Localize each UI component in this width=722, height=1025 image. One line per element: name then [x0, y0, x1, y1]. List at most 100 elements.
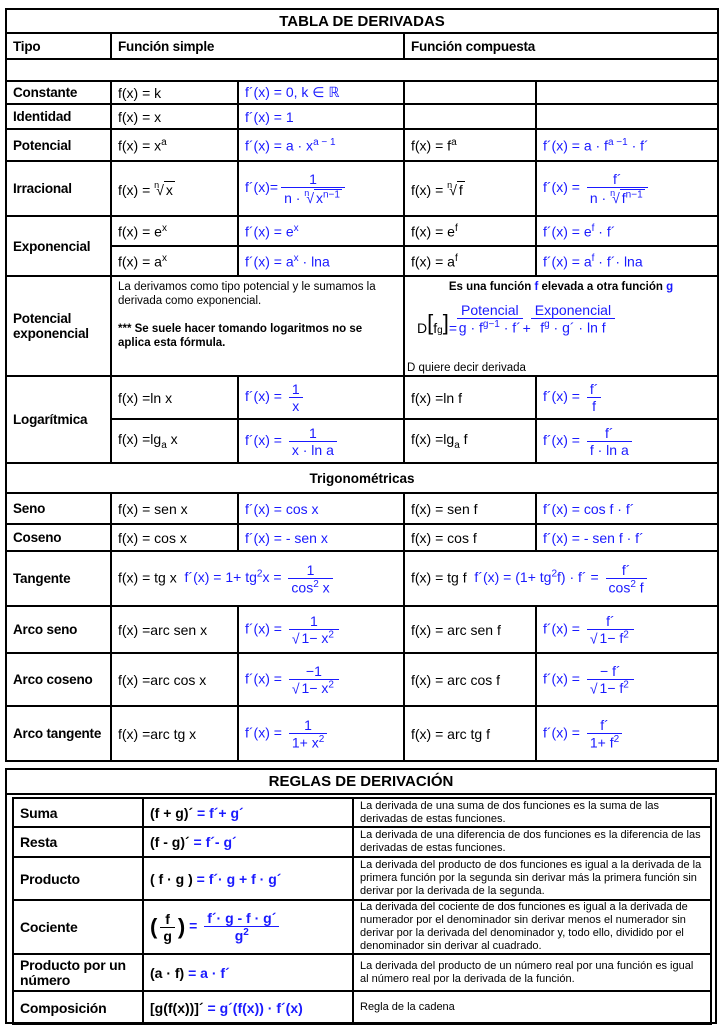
table-title: TABLA DE DERIVADAS — [4, 8, 720, 34]
simple-function: f(x) = ax — [110, 245, 239, 277]
rule-label: Composición — [12, 990, 144, 1025]
row-coseno: Coseno f(x) = cos x f´(x) = - sen x f(x) = … — [5, 523, 720, 552]
type-label: Irracional — [5, 160, 112, 217]
row-arcoseno: Arco seno f(x) =arc sen x f´(x) = 1 √ 1− x2… — [5, 605, 720, 654]
rule-formula: (f g) = f´· g - f · g´ g2 — [142, 899, 354, 955]
row-seno: Seno f(x) = sen x f´(x) = cos x f(x) = sen … — [5, 492, 720, 525]
composite-derivative: f´(x) = cos f · f´ — [534, 492, 720, 525]
composite-derivative: f´(x) = f´ √ 1− f2 — [534, 605, 720, 654]
rule-description: Regla de la cadena — [352, 990, 712, 1025]
row-arcocoseno: Arco coseno f(x) =arc cos x f´(x) = −1 √ 1−… — [5, 652, 720, 707]
simple-derivative: f´(x) = - sen x — [237, 523, 405, 552]
row-constante: Constante f(x) = k f´(x) = 0, k ∈ ℝ — [5, 80, 720, 105]
rule-formula: (f - g)´ = f´- g´ — [142, 826, 354, 858]
rule-label: Suma — [12, 797, 144, 828]
simple-derivative: f´(x) = cos x — [237, 492, 405, 525]
composite-function: f(x) = arc cos f — [403, 652, 537, 707]
composite-derivative: f´(x) = f´ f · ln a — [534, 418, 720, 464]
composite-function: f(x) = cos f — [403, 523, 537, 552]
composite-function: f(x) = ef — [403, 215, 537, 247]
type-label: Seno — [5, 492, 112, 525]
header-simple: Función simple — [110, 32, 405, 60]
simple-derivative: f´(x) = −1 √ 1− x2 — [237, 652, 405, 707]
composite-derivative: f´(x) = - sen f · f´ — [534, 523, 720, 552]
type-label: Exponencial — [5, 215, 112, 277]
rule-row: Producto por un número (a · f) = a · f´ La… — [12, 953, 712, 992]
rule-row: Cociente(f g) = f´· g - f · g´ g2 La deriva… — [12, 899, 712, 955]
rule-label: Producto — [12, 856, 144, 901]
composite-function: f(x) = n√ f — [403, 160, 537, 217]
rule-formula: (a · f) = a · f´ — [142, 953, 354, 992]
rule-description: La derivada de una suma de dos funciones… — [352, 797, 712, 828]
rule-label: Resta — [12, 826, 144, 858]
type-label: Arco coseno — [5, 652, 112, 707]
composite-derivative: f´(x) = f´ 1+ f2 — [534, 705, 720, 762]
simple-function: f(x) = sen x — [110, 492, 239, 525]
simple-function: f(x) =arc tg x — [110, 705, 239, 762]
rule-description: La derivada del cociente de dos funcione… — [352, 899, 712, 955]
trig-section-title: Trigonométricas — [4, 462, 720, 494]
composite-derivative: f´(x) = − f´ √ 1− f2 — [534, 652, 720, 707]
rule-description: La derivada del producto de dos funcione… — [352, 856, 712, 901]
rule-formula: ( f · g ) = f´· g + f · g´ — [142, 856, 354, 901]
header-compuesta: Función compuesta — [402, 32, 720, 60]
simple-derivative: f´(x)= 1 n · n√ xn−1 — [237, 160, 405, 217]
simple-function: f(x) =arc cos x — [110, 652, 239, 707]
composite-function: f(x) =lga f — [403, 418, 537, 464]
simple-derivative: f´(x) = ax · lna — [237, 245, 405, 277]
type-label: Coseno — [5, 523, 112, 552]
row-tangente: Tangente f(x) = tg x f´(x) = 1+ tg2x = 1… — [5, 550, 720, 607]
composite-function: f(x) =ln f — [403, 375, 537, 420]
type-label: Tangente — [5, 550, 112, 607]
blank-row — [4, 58, 720, 82]
composite-function: f(x) = arc tg f — [403, 705, 537, 762]
simple-function: f(x) =ln x — [110, 375, 239, 420]
type-label: Arco tangente — [5, 705, 112, 762]
row-potencial: Potencial f(x) = xa f´(x) = a · xa − 1 f… — [5, 128, 720, 162]
rules-section: REGLAS DE DERIVACIÓN Suma (f + g)´ = f´+ … — [5, 768, 717, 1025]
type-label: Logarítmica — [5, 375, 112, 464]
rule-row: Resta (f - g)´ = f´- g´ La derivada de una… — [12, 826, 712, 858]
composite-derivative: f´(x) = f´ n · n√ fn−1 — [534, 160, 720, 217]
composite-derivative: f´(x) = f´ f — [534, 375, 720, 420]
rule-row: Composición [g(f(x))]´ = g´(f(x)) · f´(x)… — [12, 990, 712, 1025]
simple-derivative: f´(x) = 1 1+ x2 — [237, 705, 405, 762]
simple-derivative: f´(x) = ex — [237, 215, 405, 247]
rules-table: Suma (f + g)´ = f´+ g´ La derivada de una … — [12, 797, 712, 1025]
row-exponencial-e: Exponencial f(x) = ex f´(x) = ex f(x) = … — [5, 215, 720, 277]
simple-function: f(x) = cos x — [110, 523, 239, 552]
derivatives-table: TABLA DE DERIVADAS Tipo Función simple Fun… — [4, 8, 720, 762]
row-irracional: Irracional f(x) = n√ x f´(x)= 1 n · n√ xn−1 … — [5, 160, 720, 217]
rule-description: La derivada de una diferencia de dos fun… — [352, 826, 712, 858]
type-label: Constante — [5, 80, 112, 105]
composite-function: f(x) = fa — [403, 128, 537, 162]
simple-function: f(x) =lga x — [110, 418, 239, 464]
simple-derivative: f´(x) = 1 √ 1− x2 — [237, 605, 405, 654]
simple-function: f(x) = ex — [110, 215, 239, 247]
rule-formula: (f + g)´ = f´+ g´ — [142, 797, 354, 828]
simple-derivative: f´(x) = 1 — [237, 103, 405, 130]
type-label: Arco seno — [5, 605, 112, 654]
potexp-explanation: La derivamos como tipo potencial y le su… — [110, 275, 405, 377]
simple-function: f(x) = x — [110, 103, 239, 130]
composite-function: f(x) = arc sen f — [403, 605, 537, 654]
row-arcotangente: Arco tangente f(x) =arc tg x f´(x) = 1 1+ … — [5, 705, 720, 762]
simple-derivative: f´(x) = 0, k ∈ ℝ — [237, 80, 405, 105]
simple-derivative: f´(x) = a · xa − 1 — [237, 128, 405, 162]
row-identidad: Identidad f(x) = x f´(x) = 1 — [5, 103, 720, 130]
rule-formula: [g(f(x))]´ = g´(f(x)) · f´(x) — [142, 990, 354, 1025]
composite-derivative: f´(x) = af · f´· lna — [534, 245, 720, 277]
simple-function: f(x) = k — [110, 80, 239, 105]
type-label: Potencial — [5, 128, 112, 162]
type-label: Potencial exponencial — [5, 275, 112, 377]
rule-label: Cociente — [12, 899, 144, 955]
composite-function: f(x) = af — [403, 245, 537, 277]
row-exponencial-a: f(x) = ax f´(x) = ax · lna f(x) = af f´(… — [6, 245, 720, 277]
simple-function: f(x) = n√ x — [110, 160, 239, 217]
composite-derivative: f´(x) = a · fa −1 · f´ — [534, 128, 720, 162]
simple-function: f(x) = xa — [110, 128, 239, 162]
